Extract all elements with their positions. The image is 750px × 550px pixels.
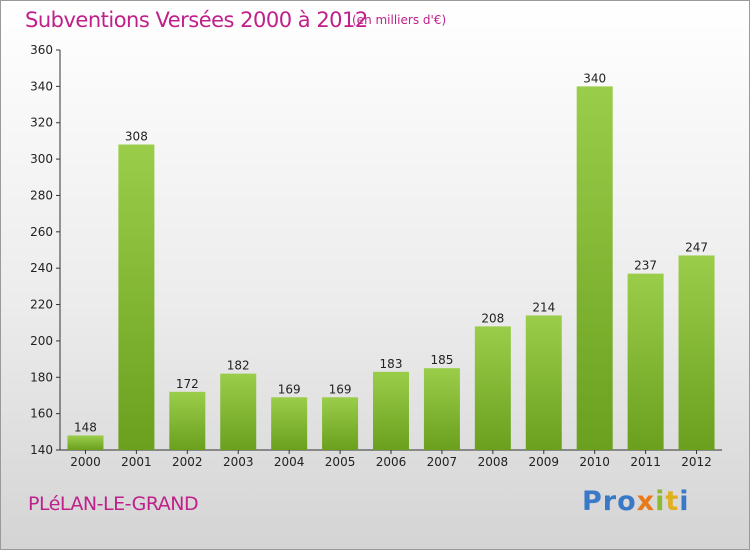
chart-title: Subventions Versées 2000 à 2012 — [25, 8, 368, 32]
data-label: 148 — [74, 420, 97, 434]
x-tick-label: 2007 — [427, 455, 458, 469]
y-tick-label: 240 — [30, 261, 53, 275]
data-label: 185 — [430, 353, 453, 367]
unit-note: (en milliers d'€) — [352, 13, 447, 27]
data-label: 208 — [481, 311, 504, 325]
bar — [271, 397, 308, 450]
y-tick-label: 280 — [30, 188, 53, 202]
logo-part: t — [665, 486, 680, 517]
data-label: 237 — [634, 259, 657, 273]
data-label: 172 — [176, 377, 199, 391]
x-tick-label: 2006 — [376, 455, 407, 469]
bar — [169, 391, 206, 450]
logo-part: Pro — [582, 486, 637, 517]
data-label: 183 — [380, 357, 403, 371]
data-label: 169 — [278, 382, 301, 396]
x-tick-label: 2011 — [630, 455, 661, 469]
data-label: 182 — [227, 359, 250, 373]
data-label: 214 — [532, 300, 555, 314]
bar — [220, 373, 257, 450]
bar — [627, 273, 664, 450]
bar — [576, 86, 613, 450]
y-tick-label: 180 — [30, 370, 53, 384]
y-tick-label: 260 — [30, 225, 53, 239]
bar — [678, 255, 715, 450]
x-tick-label: 2004 — [274, 455, 305, 469]
x-tick-label: 2010 — [579, 455, 610, 469]
y-tick-label: 140 — [30, 443, 53, 457]
bar — [322, 397, 359, 450]
bar — [474, 326, 511, 450]
x-tick-label: 2009 — [528, 455, 559, 469]
bar — [67, 435, 104, 450]
data-label: 308 — [125, 130, 148, 144]
x-tick-label: 2008 — [478, 455, 509, 469]
x-tick-label: 2005 — [325, 455, 356, 469]
bar — [118, 144, 155, 450]
x-tick-label: 2001 — [121, 455, 152, 469]
commune-name: PLéLAN-LE-GRAND — [28, 493, 199, 515]
logo-part: x — [636, 486, 656, 517]
y-tick-label: 320 — [30, 116, 53, 130]
bar — [423, 368, 460, 450]
data-label: 247 — [685, 240, 708, 254]
logo-part: i — [655, 486, 666, 517]
y-tick-label: 360 — [30, 43, 53, 57]
y-tick-label: 200 — [30, 334, 53, 348]
x-tick-label: 2003 — [223, 455, 254, 469]
x-tick-label: 2002 — [172, 455, 203, 469]
logo-part: i — [679, 486, 690, 517]
y-tick-label: 160 — [30, 407, 53, 421]
y-tick-label: 300 — [30, 152, 53, 166]
bar — [525, 315, 562, 450]
data-label: 340 — [583, 71, 606, 85]
x-tick-label: 2012 — [681, 455, 712, 469]
y-tick-label: 220 — [30, 298, 53, 312]
y-tick-label: 340 — [30, 79, 53, 93]
bar — [373, 371, 409, 450]
x-tick-label: 2000 — [70, 455, 101, 469]
proxiti-logo: Proxiti — [582, 486, 690, 517]
data-label: 169 — [329, 382, 352, 396]
